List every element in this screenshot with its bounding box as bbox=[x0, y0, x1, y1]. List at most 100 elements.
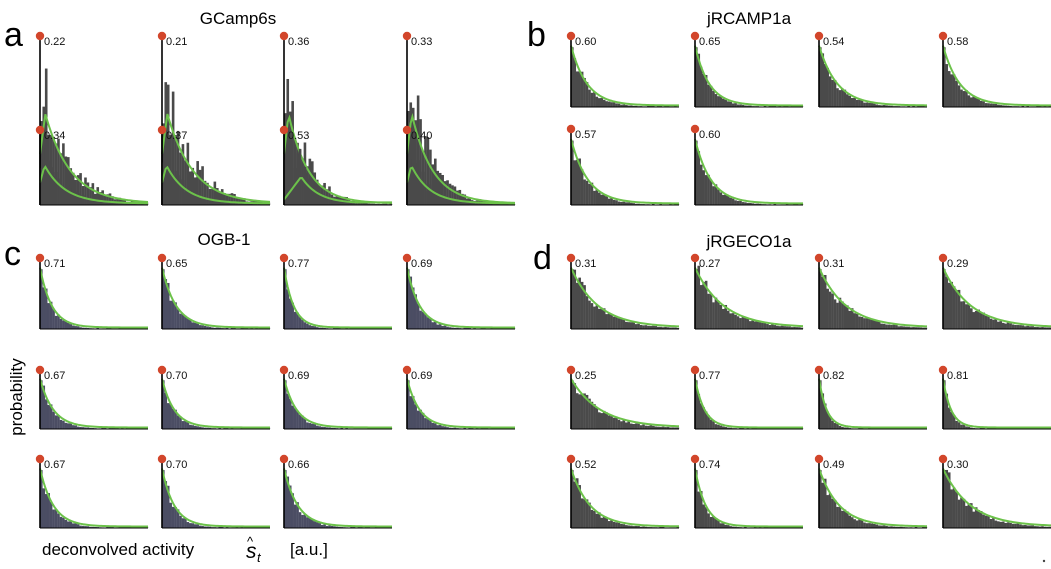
histogram-bar bbox=[734, 314, 737, 329]
histogram-bar bbox=[347, 203, 351, 205]
histogram-bar bbox=[84, 177, 87, 205]
histogram-bar bbox=[233, 193, 236, 205]
histogram-bar bbox=[121, 526, 124, 528]
histogram-bar bbox=[414, 163, 417, 205]
subplot-value-label: 0.66 bbox=[288, 459, 309, 471]
histogram-bar bbox=[441, 198, 444, 205]
histogram-bar bbox=[922, 105, 925, 107]
histogram-bar bbox=[612, 102, 616, 107]
histogram-bar bbox=[44, 399, 48, 429]
histogram-bar bbox=[318, 523, 321, 528]
histogram-bar bbox=[108, 427, 112, 429]
histogram-bar bbox=[184, 192, 187, 205]
histogram-bar bbox=[463, 194, 467, 205]
histogram-bar bbox=[585, 180, 589, 205]
histogram-bar bbox=[235, 197, 239, 205]
histogram-bar bbox=[707, 293, 710, 329]
histogram-bar bbox=[59, 419, 63, 429]
histogram-bar bbox=[907, 326, 910, 329]
histogram-bar bbox=[957, 422, 961, 429]
histogram-bar bbox=[184, 315, 187, 329]
histogram-bar bbox=[749, 105, 752, 107]
histogram-bar bbox=[198, 169, 202, 205]
histogram-bar bbox=[979, 427, 983, 429]
fit-curve bbox=[818, 468, 928, 528]
histogram-bar bbox=[722, 194, 725, 205]
histogram-bar bbox=[919, 327, 923, 329]
histogram-bar bbox=[615, 416, 618, 429]
histogram-bar bbox=[42, 287, 46, 329]
histogram-bar bbox=[171, 506, 175, 528]
histogram-bar bbox=[798, 327, 801, 329]
histogram-bar bbox=[216, 188, 219, 205]
histogram-bar bbox=[945, 276, 949, 329]
histogram-bar bbox=[661, 526, 665, 528]
histogram-bar bbox=[377, 203, 380, 205]
histogram-bar bbox=[174, 302, 177, 329]
histogram-bar bbox=[999, 521, 1003, 528]
histogram-bar bbox=[340, 427, 344, 429]
histogram-bar bbox=[365, 202, 368, 205]
subplot-value-label: 0.58 bbox=[947, 36, 968, 48]
histogram-bar bbox=[330, 199, 334, 205]
histogram-bar bbox=[303, 514, 307, 528]
histogram-bar bbox=[286, 476, 290, 528]
histogram-bar bbox=[62, 517, 65, 528]
histogram-bar bbox=[634, 203, 638, 205]
histogram-bar bbox=[223, 202, 226, 205]
s-hat-t-symbol: s ^ t bbox=[246, 534, 262, 565]
histogram-bar bbox=[637, 323, 640, 329]
histogram-bar bbox=[617, 522, 621, 528]
histogram-bar bbox=[76, 426, 80, 429]
histogram-bar bbox=[69, 324, 73, 329]
histogram-bar bbox=[955, 290, 958, 329]
histogram-bar bbox=[583, 77, 586, 107]
histogram-bar bbox=[328, 525, 331, 528]
histogram-bar bbox=[1033, 327, 1037, 329]
histogram-bar bbox=[461, 201, 464, 205]
histogram-bar bbox=[480, 327, 484, 329]
histogram-bar bbox=[970, 503, 973, 528]
histogram-bar bbox=[776, 325, 779, 329]
histogram-bar bbox=[736, 200, 740, 205]
histogram-bar bbox=[291, 493, 294, 528]
histogram-bar bbox=[575, 393, 579, 429]
s-hat-glyph: s bbox=[246, 540, 257, 563]
histogram-bar bbox=[865, 523, 869, 528]
histogram-bar bbox=[431, 191, 435, 205]
histogram-bar bbox=[1046, 526, 1049, 528]
histogram-bar bbox=[206, 526, 209, 528]
histogram-bar bbox=[108, 526, 112, 528]
histogram-bar bbox=[972, 96, 976, 107]
histogram-bar bbox=[470, 202, 474, 205]
histogram-bar bbox=[223, 427, 226, 429]
x-axis-label: deconvolved activity bbox=[42, 540, 195, 559]
histogram-bar bbox=[652, 325, 655, 329]
histogram-bar bbox=[44, 68, 48, 205]
subplot-a-5: 0.34 bbox=[35, 125, 149, 206]
histogram-bar bbox=[113, 427, 117, 429]
histogram-bar bbox=[176, 509, 180, 528]
histogram-bar bbox=[605, 314, 608, 329]
histogram-bar bbox=[301, 319, 304, 329]
histogram-bar bbox=[238, 197, 241, 205]
histogram-bar bbox=[1016, 523, 1020, 528]
histogram-bar bbox=[717, 300, 720, 329]
histogram-bar bbox=[598, 412, 601, 429]
histogram-bar bbox=[166, 485, 170, 528]
histogram-bar bbox=[184, 160, 187, 205]
histogram-bar bbox=[330, 525, 334, 528]
histogram-bar bbox=[984, 103, 988, 107]
histogram-bar bbox=[1009, 323, 1012, 329]
histogram-bar bbox=[868, 102, 871, 107]
histogram-bar bbox=[57, 138, 60, 205]
histogram-bar bbox=[647, 425, 650, 429]
histogram-bar bbox=[288, 185, 292, 205]
histogram-bar bbox=[414, 404, 417, 429]
fit-curve bbox=[818, 267, 928, 328]
histogram-bar bbox=[230, 193, 234, 205]
histogram-bar bbox=[162, 162, 165, 205]
histogram-bar bbox=[483, 203, 486, 205]
histogram-bar bbox=[463, 427, 467, 429]
